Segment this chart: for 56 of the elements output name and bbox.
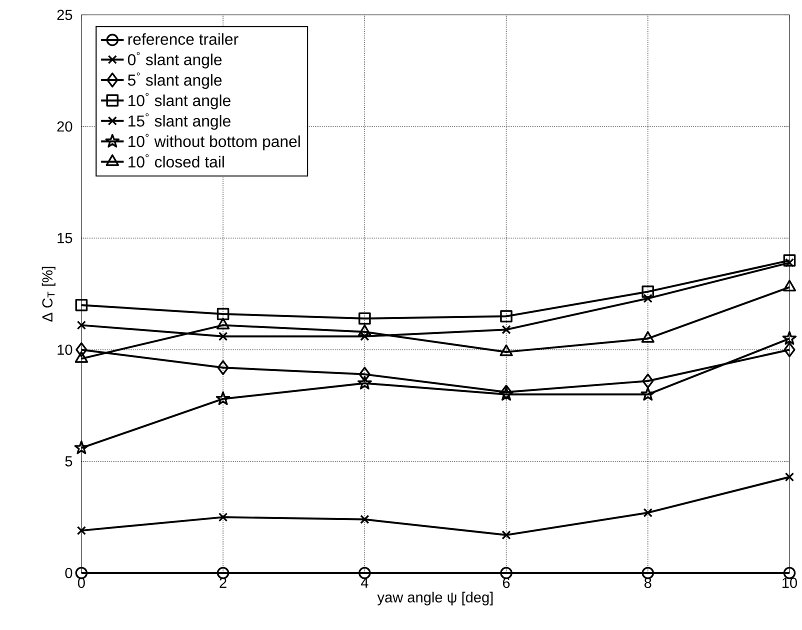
y-tick-label: 25 bbox=[57, 10, 72, 20]
point bbox=[75, 567, 88, 580]
point bbox=[782, 331, 797, 346]
point bbox=[782, 280, 796, 292]
point bbox=[216, 318, 230, 330]
y-tick-label: 10 bbox=[58, 344, 72, 356]
point bbox=[218, 332, 228, 342]
point bbox=[358, 567, 371, 580]
point bbox=[640, 387, 656, 401]
point bbox=[643, 508, 652, 518]
point bbox=[642, 286, 654, 298]
legend-label: 10$^{°}$ closed tail bbox=[128, 154, 224, 168]
point bbox=[358, 367, 370, 382]
point bbox=[360, 332, 370, 342]
point bbox=[218, 512, 228, 522]
y-tick-label: 0 bbox=[65, 568, 72, 578]
point bbox=[358, 376, 372, 390]
point bbox=[217, 360, 229, 376]
legend-label: 15$^{°}$ slant angle bbox=[128, 114, 230, 130]
point bbox=[500, 384, 512, 400]
y-tick-label: 5 bbox=[65, 456, 72, 467]
x-tick-label: 10 bbox=[782, 578, 798, 588]
point bbox=[783, 254, 796, 267]
point bbox=[643, 294, 652, 304]
y-tick-label: 20 bbox=[57, 122, 72, 132]
point bbox=[500, 310, 512, 323]
y-tick-label: 15 bbox=[58, 233, 72, 244]
legend-label: 5$^{°}$ slant angle bbox=[128, 72, 222, 90]
legend-label: 10$^{°}$ without bottom panel bbox=[128, 134, 300, 150]
point bbox=[76, 320, 86, 330]
point bbox=[216, 308, 230, 320]
point bbox=[784, 258, 794, 268]
point bbox=[641, 331, 654, 343]
point bbox=[502, 530, 511, 540]
point bbox=[75, 299, 88, 312]
legend-label: 0$^{°}$ slant angle bbox=[128, 52, 222, 69]
point bbox=[500, 344, 513, 356]
point bbox=[358, 324, 372, 336]
point bbox=[500, 567, 512, 580]
point bbox=[74, 440, 89, 454]
point bbox=[216, 392, 230, 406]
point bbox=[642, 567, 654, 580]
point bbox=[499, 387, 514, 401]
point bbox=[358, 312, 371, 325]
point bbox=[216, 567, 230, 580]
point bbox=[784, 342, 796, 358]
point bbox=[502, 325, 511, 334]
legend-label: reference trailer bbox=[128, 33, 238, 46]
x-axis-title: yaw angle ψ [deg] bbox=[377, 592, 493, 606]
point bbox=[642, 374, 654, 389]
point bbox=[76, 342, 88, 358]
point bbox=[76, 526, 86, 536]
point bbox=[784, 472, 794, 482]
y-axis-title: Δ C$_{T}$ [%] bbox=[42, 267, 56, 322]
legend-label: 10$^{°}$ slant angle bbox=[128, 93, 230, 110]
point bbox=[360, 515, 370, 524]
